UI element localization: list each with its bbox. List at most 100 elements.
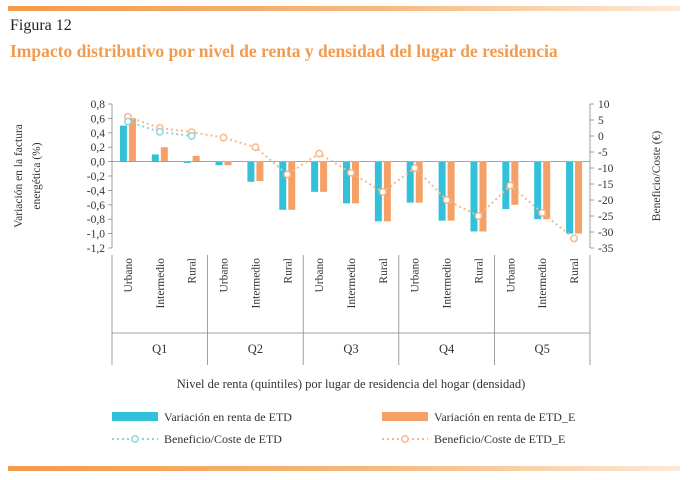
- category-label: Rural: [473, 258, 485, 284]
- bar-etd-e: [383, 161, 391, 222]
- left-tick-label: -0,2: [87, 171, 105, 183]
- bar-etd-e: [415, 161, 423, 203]
- line-etd-e-point: [283, 170, 292, 179]
- line-etd-e-point: [506, 181, 515, 190]
- category-label: Urbano: [219, 258, 231, 293]
- left-tick-label: 0,2: [91, 142, 106, 154]
- bar-etd: [311, 161, 319, 192]
- bar-etd-e: [447, 161, 455, 221]
- bar-etd: [470, 161, 478, 232]
- left-tick-label: 0,0: [91, 157, 106, 169]
- line-etd-e-line: [127, 115, 575, 240]
- bar-etd-e: [288, 161, 296, 210]
- legend-swatch: [382, 412, 428, 421]
- right-tick-label: 5: [598, 115, 604, 127]
- bar-etd: [343, 161, 350, 204]
- right-axis-title: Beneficio/Coste (€): [651, 131, 663, 222]
- category-label: Urbano: [410, 258, 422, 293]
- line-etd-line: [127, 120, 192, 137]
- category-label: Rural: [569, 258, 581, 284]
- bar-etd: [502, 161, 510, 210]
- legend-label: Beneficio/Coste de ETD: [164, 432, 282, 446]
- left-tick-label: 0,8: [91, 99, 106, 111]
- bar-etd: [183, 161, 191, 164]
- left-tick-label: 0,6: [91, 113, 106, 125]
- category-label: Urbano: [314, 258, 326, 293]
- category-label: Intermedio: [250, 258, 262, 309]
- line-etd-e-point: [219, 133, 228, 142]
- bar-etd: [247, 161, 255, 182]
- right-tick-label: -30: [598, 227, 614, 239]
- category-label: Intermedio: [155, 258, 167, 309]
- right-tick-label: 10: [598, 99, 610, 111]
- group-label: Q1: [152, 342, 167, 356]
- legend-label: Beneficio/Coste de ETD_E: [434, 432, 565, 446]
- legend-swatch: [112, 412, 158, 421]
- bar-etd-e: [352, 161, 359, 204]
- right-tick-label: -10: [598, 163, 614, 175]
- bar-etd-e: [192, 155, 200, 162]
- category-label: Rural: [282, 258, 294, 284]
- line-etd-e-point: [347, 168, 355, 177]
- category-label: Rural: [378, 258, 390, 284]
- legend-label: Variación en renta de ETD: [164, 410, 292, 424]
- right-tick-label: -5: [598, 147, 608, 159]
- bar-etd-e: [575, 161, 583, 234]
- left-tick-label: 0,4: [91, 128, 106, 140]
- bar-etd-e: [256, 161, 264, 182]
- left-axis-title: Variación en la factura: [13, 124, 25, 228]
- legend-marker: [401, 435, 409, 443]
- bar-etd: [566, 161, 574, 234]
- line-etd-point: [155, 127, 164, 136]
- group-label: Q2: [248, 342, 263, 356]
- bar-etd-e: [128, 118, 136, 162]
- group-label: Q5: [535, 342, 550, 356]
- bar-etd: [534, 161, 542, 220]
- bar-etd-e: [320, 161, 328, 192]
- category-label: Urbano: [505, 258, 517, 293]
- figure-label: Figura 12: [10, 17, 72, 34]
- left-tick-label: -1,0: [87, 229, 105, 241]
- line-etd-e-point: [378, 188, 387, 196]
- legend-label: Variación en renta de ETD_E: [434, 410, 575, 424]
- left-tick-label: -0,4: [87, 185, 105, 197]
- legend-marker: [131, 435, 139, 443]
- right-tick-label: -20: [598, 195, 614, 207]
- left-tick-label: -0,8: [87, 214, 105, 226]
- line-etd-e-point: [538, 208, 547, 217]
- bar-etd: [438, 161, 446, 221]
- line-etd-e-point: [442, 196, 451, 204]
- category-label: Urbano: [123, 258, 135, 293]
- right-tick-label: -15: [598, 179, 614, 191]
- x-axis-title: Nivel de renta (quintiles) por lugar de …: [177, 377, 525, 391]
- left-tick-label: -1,2: [87, 243, 105, 255]
- category-label: Intermedio: [537, 258, 549, 309]
- bar-etd: [119, 125, 127, 162]
- bar-etd: [215, 161, 223, 166]
- line-etd-point: [187, 132, 196, 140]
- top-accent-bar: [8, 6, 680, 11]
- line-etd-e-point: [315, 149, 324, 158]
- line-etd-e-point: [410, 164, 419, 172]
- bar-etd-e: [160, 147, 168, 162]
- bar-etd: [151, 154, 159, 162]
- right-tick-label: 0: [598, 131, 604, 143]
- figure-title: Impacto distributivo por nivel de renta …: [10, 41, 558, 61]
- bar-etd: [279, 161, 287, 210]
- group-label: Q3: [343, 342, 358, 356]
- bar-etd-e: [543, 161, 551, 220]
- bar-etd-e: [224, 161, 232, 166]
- left-axis-title-line2: energética (%): [31, 142, 43, 209]
- right-tick-label: -35: [598, 243, 614, 255]
- line-etd-e-point: [251, 143, 260, 152]
- bar-etd: [374, 161, 382, 222]
- right-tick-label: -25: [598, 211, 614, 223]
- bar-etd-e: [479, 161, 487, 232]
- category-label: Intermedio: [346, 258, 358, 309]
- bottom-accent-bar: [8, 466, 680, 471]
- line-etd-point: [123, 117, 132, 126]
- bar-etd-e: [511, 161, 519, 205]
- category-label: Intermedio: [442, 258, 454, 309]
- group-label: Q4: [439, 342, 455, 356]
